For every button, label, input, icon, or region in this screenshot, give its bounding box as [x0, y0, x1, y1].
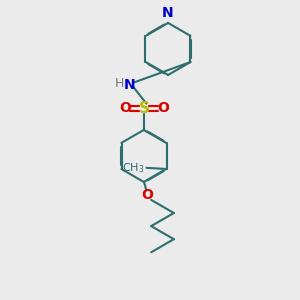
Text: N: N	[162, 6, 174, 20]
Text: S: S	[139, 101, 150, 116]
Text: CH$_3$: CH$_3$	[122, 161, 144, 175]
Text: H: H	[115, 77, 124, 90]
Text: N: N	[124, 78, 136, 92]
Text: O: O	[157, 101, 169, 116]
Text: O: O	[119, 101, 131, 116]
Text: O: O	[142, 188, 154, 202]
